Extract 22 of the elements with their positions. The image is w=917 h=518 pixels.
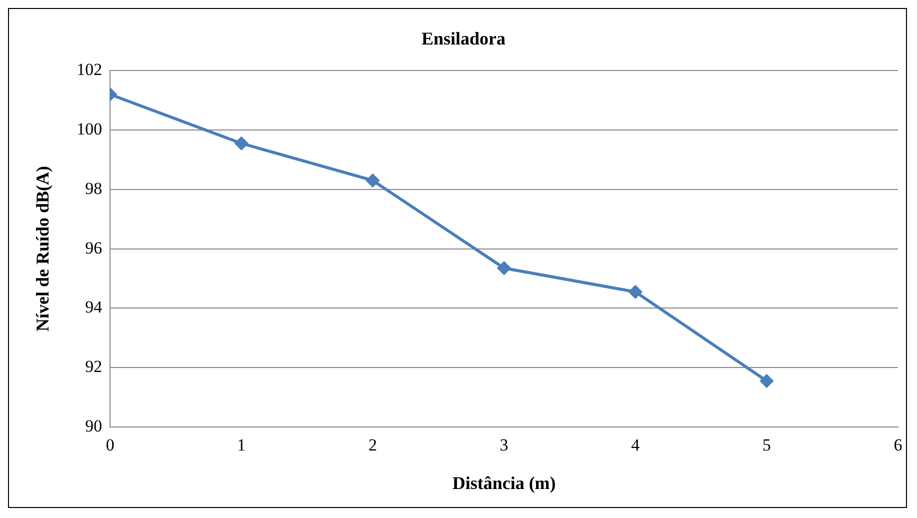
y-axis-title: Nível de Ruído dB(A) [32,166,52,332]
x-tick-label: 3 [500,436,508,455]
point [366,174,380,187]
x-tick-label: 1 [237,436,246,455]
point [628,285,642,298]
x-tick-label: 4 [631,436,640,455]
y-tick-label: 94 [85,298,103,317]
x-tick-label: 6 [894,436,902,455]
y-tick-label: 98 [85,178,102,198]
point [234,136,248,150]
chart-title: Ensiladora [421,28,506,48]
x-tick-label: 5 [762,436,771,455]
x-tick-label: 2 [368,436,377,455]
y-tick-label: 92 [85,357,102,376]
y-tick-label: 96 [85,238,102,258]
point [498,262,511,275]
y-tick-label: 102 [76,60,102,80]
point [760,374,774,388]
y-tick-label: 90 [85,416,102,436]
y-tick-label: 100 [76,119,102,138]
x-tick-label: 0 [106,436,114,455]
x-axis-title: Distância (m) [452,472,556,493]
